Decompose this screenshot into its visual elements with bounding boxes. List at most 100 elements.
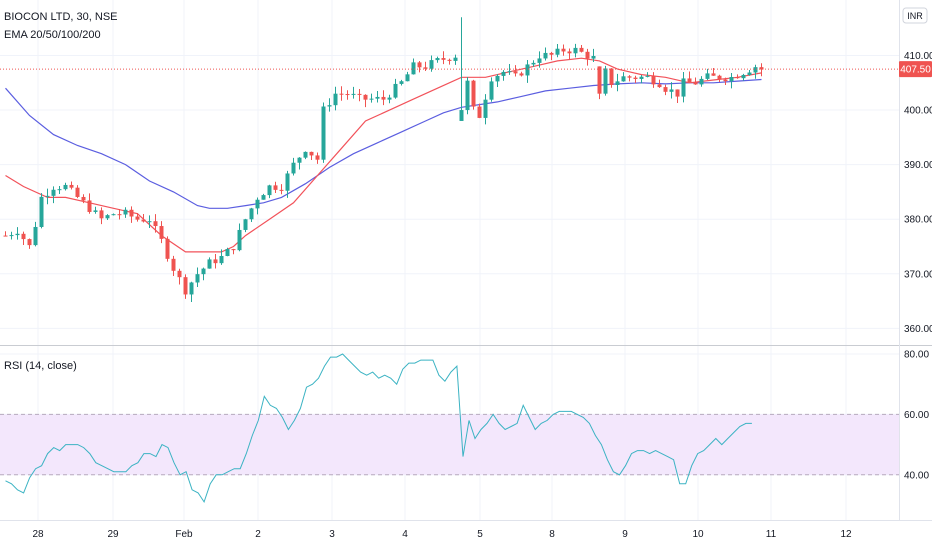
time-tick-label: 9 [622, 529, 628, 540]
price-tick-label: 380.00 [904, 215, 932, 226]
candle-body [207, 259, 212, 269]
candle-body [621, 76, 626, 82]
candle-body [273, 185, 278, 190]
candle-body [315, 155, 320, 160]
candle-body [327, 105, 332, 107]
candle-body [609, 68, 614, 86]
candle-body [603, 68, 608, 94]
candle-body [291, 162, 296, 174]
candle-body [93, 210, 98, 212]
time-tick-label: 11 [766, 529, 777, 540]
candle-body [705, 73, 710, 79]
time-tick-label: 8 [549, 529, 555, 540]
candle-body [747, 72, 752, 75]
candle-body [633, 77, 638, 79]
candle-body [105, 215, 110, 219]
candle-body [411, 62, 416, 75]
candle-body [129, 209, 134, 217]
time-tick-label: 12 [840, 529, 852, 540]
candle-body [39, 196, 44, 227]
candle-body [759, 67, 764, 70]
candle-body [363, 94, 368, 100]
rsi-tick-label: 60.00 [904, 410, 929, 421]
candle-body [243, 219, 248, 230]
candle-body [21, 233, 26, 240]
candle-body [69, 184, 74, 188]
candle-body [549, 52, 554, 55]
price-axis: 360.00 370.00 380.00 390.00 400.00 410.00 [904, 51, 932, 335]
candle-body [447, 59, 452, 61]
candle-body [249, 208, 254, 220]
candle-body [375, 96, 380, 99]
candle-body [309, 151, 314, 156]
candle-body [699, 78, 704, 85]
candle-body [381, 96, 386, 100]
last-price-value: 407.50 [900, 65, 931, 76]
candle-body [651, 75, 656, 85]
candle-body [555, 48, 560, 55]
candle-body [279, 189, 284, 191]
candle-body [639, 76, 644, 79]
last-price-label: 407.50 [899, 61, 932, 78]
rsi-label: RSI (14, close) [4, 360, 77, 372]
candle-body [399, 81, 404, 84]
time-tick-label: Feb [175, 529, 193, 540]
time-tick-label: 4 [402, 529, 408, 540]
candle-body [195, 274, 200, 283]
candle-body [27, 239, 32, 246]
time-tick-label: 2 [255, 529, 261, 540]
candle-body [519, 73, 524, 76]
candle-body [33, 226, 38, 246]
candle-body [9, 235, 14, 237]
rsi-band [0, 414, 899, 475]
candle-body [513, 71, 518, 74]
candle-body [189, 282, 194, 295]
candle-body [597, 66, 602, 94]
candle-body [735, 77, 740, 79]
candle-body [627, 76, 632, 78]
candle-body [147, 221, 152, 223]
candle-body [561, 48, 566, 52]
candle-body [183, 277, 188, 295]
candle-body [357, 93, 362, 95]
candle-body [231, 249, 236, 251]
candle-body [537, 58, 542, 63]
candle-body [579, 47, 584, 52]
candle-body [471, 80, 476, 107]
candle-body [465, 80, 470, 111]
candle-body [153, 221, 158, 227]
candle-body [477, 106, 482, 118]
candle-body [753, 67, 758, 73]
candle-body [525, 64, 530, 76]
candle-body [729, 77, 734, 82]
currency-button[interactable]: INR [902, 7, 928, 24]
candle-body [495, 75, 500, 82]
price-tick-label: 390.00 [904, 160, 932, 171]
candle-body [429, 60, 434, 69]
candle-body [531, 62, 536, 65]
candle-body [75, 187, 80, 197]
candle-body [177, 270, 182, 278]
candle-body [723, 79, 728, 82]
indicator-label: EMA 20/50/100/200 [4, 29, 101, 41]
candle-body [573, 47, 578, 54]
price-tick-label: 370.00 [904, 269, 932, 280]
price-tick-label: 360.00 [904, 324, 932, 335]
candle-body [417, 62, 422, 68]
candle-body [489, 81, 494, 100]
time-tick-label: 3 [329, 529, 335, 540]
candles [3, 17, 764, 303]
rsi-tick-label: 40.00 [904, 470, 929, 481]
candle-body [483, 99, 488, 118]
candle-body [225, 249, 230, 257]
candle-body [321, 106, 326, 160]
candle-body [111, 214, 116, 216]
time-tick-label: 28 [32, 529, 44, 540]
time-tick-label: 10 [692, 529, 704, 540]
currency-button-frame[interactable] [902, 7, 928, 24]
currency-label[interactable]: INR [907, 11, 923, 21]
candle-body [51, 189, 56, 196]
time-tick-label: 5 [477, 529, 483, 540]
candle-body [423, 67, 428, 69]
